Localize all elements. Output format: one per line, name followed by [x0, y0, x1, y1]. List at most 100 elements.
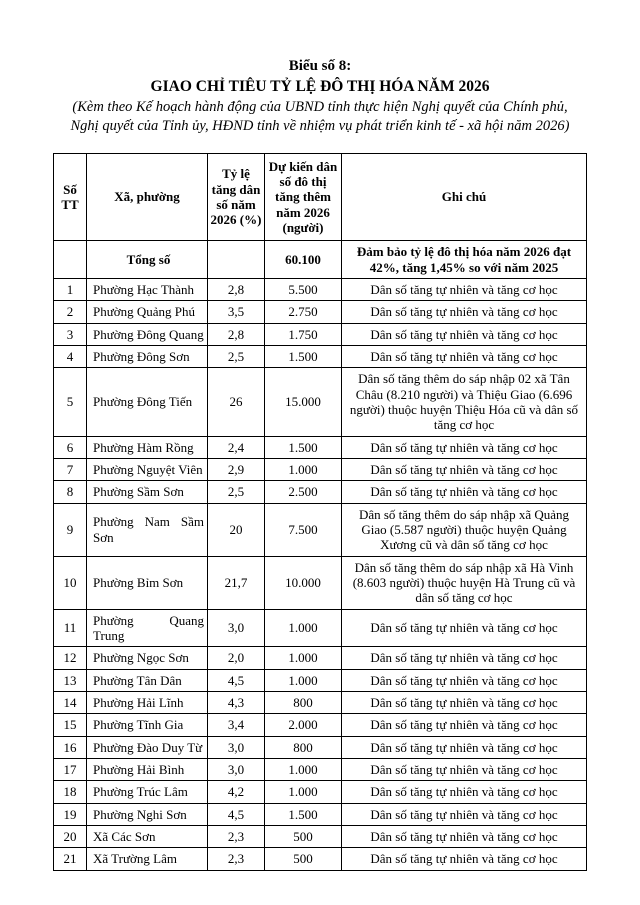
table-row: 21 Xã Trường Lâm 2,3 500 Dân số tăng tự … — [53, 847, 587, 871]
total-row: Tổng số 60.100 Đảm bảo tỷ lệ đô thị hóa … — [53, 240, 587, 280]
col-header-ward: Xã, phường — [86, 152, 208, 242]
population-increase: 1.500 — [264, 345, 342, 369]
growth-rate: 26 — [207, 367, 265, 437]
growth-rate: 3,5 — [207, 300, 265, 324]
col-header-population-increase: Dự kiến dân số đô thị tăng thêm năm 2026… — [264, 152, 342, 242]
growth-rate: 3,0 — [207, 757, 265, 782]
row-note: Dân số tăng tự nhiên và tăng cơ học — [341, 780, 587, 804]
ward-name: Phường Quang Trung — [86, 608, 208, 648]
row-number: 18 — [53, 780, 87, 804]
population-increase: 1.000 — [264, 608, 342, 648]
col-header-growth-rate: Tỷ lệ tăng dân số năm 2026 (%) — [207, 152, 265, 242]
ward-name: Phường Đông Tiến — [86, 367, 208, 437]
row-number: 11 — [53, 608, 87, 648]
row-number: 19 — [53, 802, 87, 826]
ward-name: Xã Trường Lâm — [86, 847, 208, 871]
total-row-population: 60.100 — [264, 240, 342, 280]
population-increase: 500 — [264, 824, 342, 849]
ward-name: Phường Hàm Rồng — [86, 435, 208, 460]
ward-name: Phường Tân Dân — [86, 668, 208, 693]
table-number-label: Biểu số 8: — [288, 58, 352, 74]
ward-name: Phường Tĩnh Gia — [86, 713, 208, 737]
table-row: 18 Phường Trúc Lâm 4,2 1.000 Dân số tăng… — [53, 780, 587, 804]
growth-rate: 2,3 — [207, 847, 265, 871]
population-increase: 5.500 — [264, 278, 342, 302]
total-row-number — [53, 240, 87, 280]
table-row: 7 Phường Nguyệt Viên 2,9 1.000 Dân số tă… — [53, 458, 587, 482]
table-row: 6 Phường Hàm Rồng 2,4 1.500 Dân số tăng … — [53, 435, 587, 460]
table-row: 17 Phường Hải Bình 3,0 1.000 Dân số tăng… — [53, 757, 587, 782]
row-note: Dân số tăng tự nhiên và tăng cơ học — [341, 608, 587, 648]
growth-rate: 4,2 — [207, 780, 265, 804]
total-row-rate — [207, 240, 265, 280]
row-note: Dân số tăng tự nhiên và tăng cơ học — [341, 802, 587, 826]
population-increase: 10.000 — [264, 555, 342, 610]
ward-name: Phường Nguyệt Viên — [86, 458, 208, 482]
growth-rate: 4,3 — [207, 690, 265, 715]
row-number: 4 — [53, 345, 87, 369]
row-note: Dân số tăng tự nhiên và tăng cơ học — [341, 480, 587, 504]
ward-name: Phường Nam Sầm Sơn — [86, 502, 208, 557]
growth-rate: 2,5 — [207, 480, 265, 504]
table-row: 12 Phường Ngọc Sơn 2,0 1.000 Dân số tăng… — [53, 646, 587, 670]
ward-name: Phường Nghi Sơn — [86, 802, 208, 826]
population-increase: 1.500 — [264, 435, 342, 460]
row-note: Dân số tăng tự nhiên và tăng cơ học — [341, 824, 587, 849]
population-increase: 1.000 — [264, 780, 342, 804]
growth-rate: 2,8 — [207, 322, 265, 347]
row-note: Dân số tăng tự nhiên và tăng cơ học — [341, 735, 587, 759]
ward-name: Xã Các Sơn — [86, 824, 208, 849]
urbanization-targets-table: Số TT Xã, phường Tỷ lệ tăng dân số năm 2… — [53, 152, 587, 871]
row-number: 6 — [53, 435, 87, 460]
row-number: 7 — [53, 458, 87, 482]
row-number: 15 — [53, 713, 87, 737]
population-increase: 1.000 — [264, 646, 342, 670]
table-row: 3 Phường Đông Quang 2,8 1.750 Dân số tăn… — [53, 322, 587, 347]
growth-rate: 4,5 — [207, 802, 265, 826]
total-row-label: Tổng số — [86, 240, 208, 280]
page-subtitle: (Kèm theo Kế hoạch hành động của UBND tỉ… — [0, 98, 640, 136]
row-note: Dân số tăng tự nhiên và tăng cơ học — [341, 757, 587, 782]
row-note: Dân số tăng tự nhiên và tăng cơ học — [341, 435, 587, 460]
population-increase: 1.750 — [264, 322, 342, 347]
row-number: 14 — [53, 690, 87, 715]
ward-name: Phường Quảng Phú — [86, 300, 208, 324]
population-increase: 500 — [264, 847, 342, 871]
table-row: 4 Phường Đông Sơn 2,5 1.500 Dân số tăng … — [53, 345, 587, 369]
table-row: 19 Phường Nghi Sơn 4,5 1.500 Dân số tăng… — [53, 802, 587, 826]
table-row: 16 Phường Đào Duy Từ 3,0 800 Dân số tăng… — [53, 735, 587, 759]
row-number: 16 — [53, 735, 87, 759]
col-header-stt: Số TT — [53, 152, 87, 242]
ward-name: Phường Trúc Lâm — [86, 780, 208, 804]
row-number: 20 — [53, 824, 87, 849]
ward-name: Phường Bỉm Sơn — [86, 555, 208, 610]
population-increase: 800 — [264, 735, 342, 759]
population-increase: 2.500 — [264, 480, 342, 504]
row-number: 5 — [53, 367, 87, 437]
ward-name: Phường Ngọc Sơn — [86, 646, 208, 670]
ward-name: Phường Hải Bình — [86, 757, 208, 782]
growth-rate: 2,5 — [207, 345, 265, 369]
row-note: Dân số tăng thêm do sáp nhập xã Quảng Gi… — [341, 502, 587, 557]
population-increase: 1.000 — [264, 668, 342, 693]
row-note: Dân số tăng tự nhiên và tăng cơ học — [341, 278, 587, 302]
population-increase: 1.500 — [264, 802, 342, 826]
growth-rate: 2,3 — [207, 824, 265, 849]
table-row: 13 Phường Tân Dân 4,5 1.000 Dân số tăng … — [53, 668, 587, 693]
row-note: Dân số tăng thêm do sáp nhập 02 xã Tân C… — [341, 367, 587, 437]
page-subtitle-line2: Nghị quyết của Tỉnh ủy, HĐND tỉnh về nhi… — [70, 117, 570, 134]
growth-rate: 2,9 — [207, 458, 265, 482]
row-note: Dân số tăng tự nhiên và tăng cơ học — [341, 345, 587, 369]
table-header-row: Số TT Xã, phường Tỷ lệ tăng dân số năm 2… — [53, 152, 587, 242]
row-note: Dân số tăng tự nhiên và tăng cơ học — [341, 646, 587, 670]
table-row: 11 Phường Quang Trung 3,0 1.000 Dân số t… — [53, 608, 587, 648]
population-increase: 1.000 — [264, 458, 342, 482]
population-increase: 1.000 — [264, 757, 342, 782]
row-note: Dân số tăng tự nhiên và tăng cơ học — [341, 690, 587, 715]
row-number: 10 — [53, 555, 87, 610]
ward-name: Phường Sầm Sơn — [86, 480, 208, 504]
ward-name: Phường Hạc Thành — [86, 278, 208, 302]
table-row: 9 Phường Nam Sầm Sơn 20 7.500 Dân số tăn… — [53, 502, 587, 557]
population-increase: 15.000 — [264, 367, 342, 437]
